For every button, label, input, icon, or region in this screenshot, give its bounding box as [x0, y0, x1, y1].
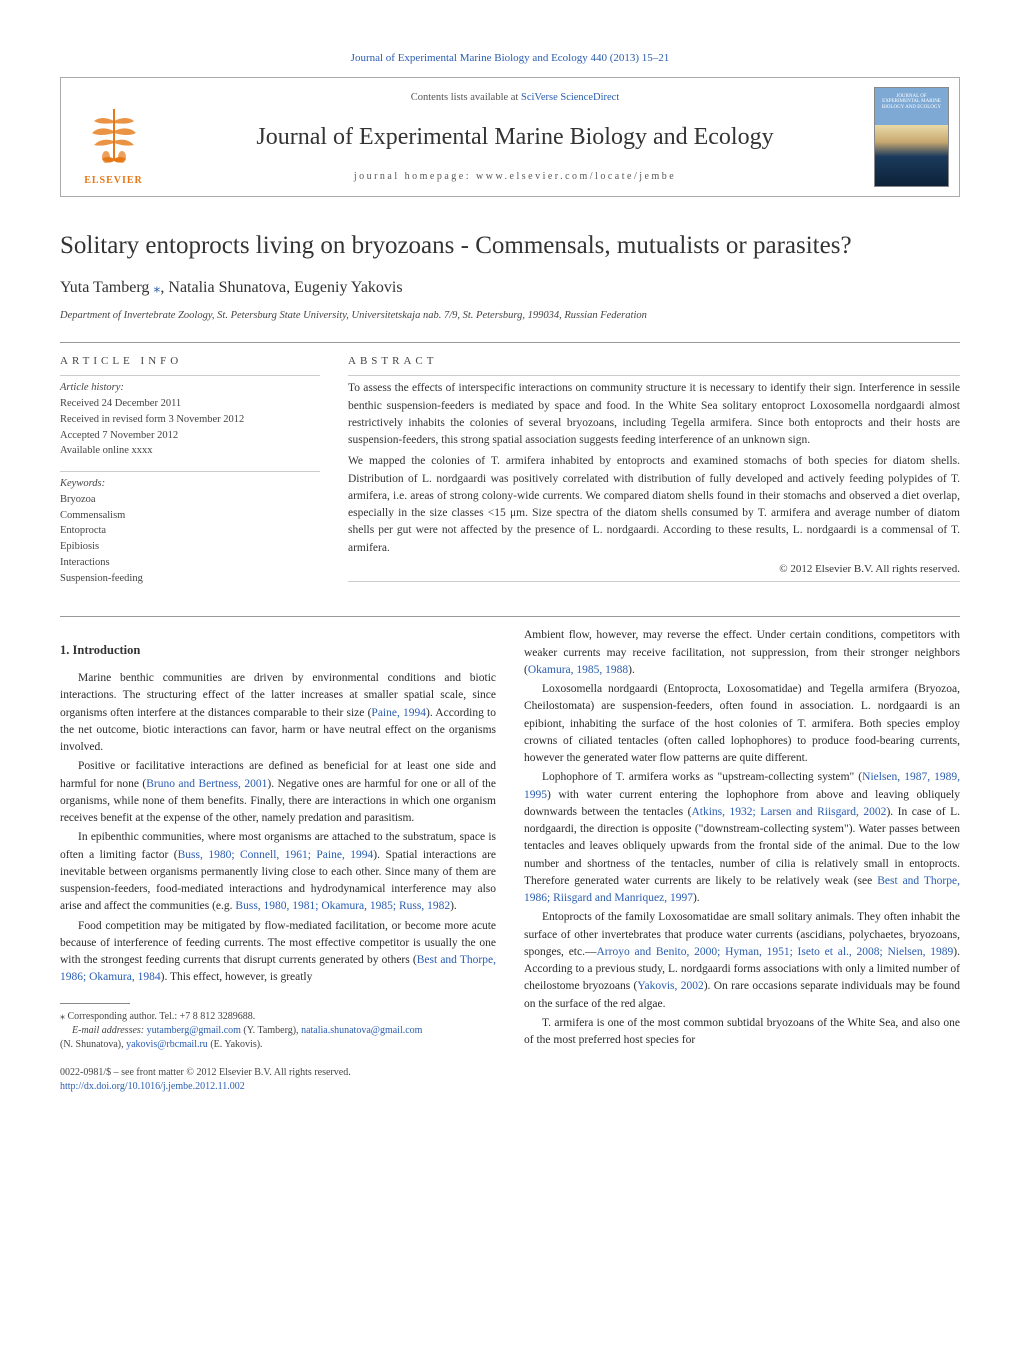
- abstract-header: ABSTRACT: [348, 353, 960, 370]
- publisher-logo-container: ELSEVIER: [61, 78, 166, 196]
- footnote-divider: [60, 1003, 130, 1004]
- body-paragraph: Ambient flow, however, may reverse the e…: [524, 627, 960, 679]
- history-label: Article history:: [60, 380, 320, 396]
- body-column-right: Ambient flow, however, may reverse the e…: [524, 627, 960, 1093]
- keyword: Interactions: [60, 555, 320, 571]
- authors-rest: , Natalia Shunatova, Eugeniy Yakovis: [160, 279, 402, 296]
- cover-thumbnail-container: JOURNAL OF EXPERIMENTAL MARINE BIOLOGY A…: [864, 78, 959, 196]
- contents-prefix: Contents lists available at: [411, 92, 521, 103]
- author-email[interactable]: yutamberg@gmail.com: [147, 1025, 241, 1036]
- corr-author-tel: ⁎ Corresponding author. Tel.: +7 8 812 3…: [60, 1010, 496, 1024]
- introduction-heading: 1. Introduction: [60, 641, 496, 660]
- cover-title-text: JOURNAL OF EXPERIMENTAL MARINE BIOLOGY A…: [879, 94, 944, 111]
- email-label: E-mail addresses:: [72, 1025, 147, 1036]
- keyword: Epibiosis: [60, 539, 320, 555]
- history-line: Accepted 7 November 2012: [60, 428, 320, 444]
- article-title: Solitary entoprocts living on bryozoans …: [60, 227, 960, 265]
- abstract-column: ABSTRACT To assess the effects of inters…: [348, 347, 960, 599]
- abstract-copyright: © 2012 Elsevier B.V. All rights reserved…: [348, 561, 960, 578]
- body-text-span: ).: [693, 892, 700, 904]
- info-abstract-row: ARTICLE INFO Article history: Received 2…: [60, 347, 960, 599]
- body-column-left: 1. Introduction Marine benthic communiti…: [60, 627, 496, 1093]
- authors-line: Yuta Tamberg ⁎, Natalia Shunatova, Eugen…: [60, 276, 960, 300]
- body-paragraph: Positive or facilitative interactions ar…: [60, 758, 496, 827]
- body-paragraph: Loxosomella nordgaardi (Entoprocta, Loxo…: [524, 681, 960, 767]
- body-text-span: ).: [450, 900, 457, 912]
- body-text-right: Ambient flow, however, may reverse the e…: [524, 627, 960, 1049]
- journal-cover-image: JOURNAL OF EXPERIMENTAL MARINE BIOLOGY A…: [874, 87, 949, 187]
- keyword: Entoprocta: [60, 523, 320, 539]
- citation-link[interactable]: Okamura, 1985, 1988: [528, 664, 628, 676]
- elsevier-tree-icon: [84, 101, 144, 171]
- article-history-block: Article history: Received 24 December 20…: [60, 380, 320, 459]
- journal-title: Journal of Experimental Marine Biology a…: [176, 119, 854, 155]
- body-paragraph: Food competition may be mitigated by flo…: [60, 918, 496, 987]
- author-email[interactable]: yakovis@rbcmail.ru: [126, 1039, 208, 1050]
- history-line: Received 24 December 2011: [60, 396, 320, 412]
- divider-mid: [60, 616, 960, 617]
- keywords-label: Keywords:: [60, 476, 320, 492]
- abstract-divider-bottom: [348, 581, 960, 582]
- abstract-paragraph: To assess the effects of interspecific i…: [348, 380, 960, 449]
- citation-link[interactable]: Buss, 1980; Connell, 1961; Paine, 1994: [178, 849, 374, 861]
- abstract-paragraph: We mapped the colonies of T. armifera in…: [348, 453, 960, 557]
- body-text-span: ).: [628, 664, 635, 676]
- body-paragraph: Marine benthic communities are driven by…: [60, 670, 496, 756]
- history-line: Received in revised form 3 November 2012: [60, 412, 320, 428]
- body-paragraph: Entoprocts of the family Loxosomatidae a…: [524, 909, 960, 1013]
- body-text-span: T. armifera is one of the most common su…: [524, 1017, 960, 1046]
- sciencedirect-link[interactable]: SciVerse ScienceDirect: [521, 92, 619, 103]
- abstract-divider: [348, 375, 960, 376]
- article-info-header: ARTICLE INFO: [60, 353, 320, 370]
- header-center: Contents lists available at SciVerse Sci…: [166, 78, 864, 196]
- body-columns: 1. Introduction Marine benthic communiti…: [60, 627, 960, 1093]
- citation-link[interactable]: Paine, 1994: [371, 707, 426, 719]
- history-line: Available online xxxx: [60, 443, 320, 459]
- citation-link[interactable]: Buss, 1980, 1981; Okamura, 1985; Russ, 1…: [235, 900, 450, 912]
- keyword: Bryozoa: [60, 492, 320, 508]
- body-text-span: Lophophore of T. armifera works as "upst…: [542, 771, 862, 783]
- citation-link[interactable]: Bruno and Bertness, 2001: [146, 778, 267, 790]
- body-text-span: ). This effect, however, is greatly: [161, 971, 313, 983]
- front-matter-line: 0022-0981/$ – see front matter © 2012 El…: [60, 1066, 496, 1080]
- affiliation: Department of Invertebrate Zoology, St. …: [60, 308, 960, 324]
- divider-top: [60, 342, 960, 343]
- journal-homepage-line[interactable]: journal homepage: www.elsevier.com/locat…: [176, 169, 854, 184]
- body-paragraph: Lophophore of T. armifera works as "upst…: [524, 769, 960, 907]
- corresponding-author-footnote: ⁎ Corresponding author. Tel.: +7 8 812 3…: [60, 1010, 496, 1052]
- body-text-span: Loxosomella nordgaardi (Entoprocta, Loxo…: [524, 683, 960, 764]
- email-who: (Y. Tamberg),: [241, 1025, 301, 1036]
- citation-link[interactable]: Arroyo and Benito, 2000; Hyman, 1951; Is…: [596, 946, 953, 958]
- abstract-text: To assess the effects of interspecific i…: [348, 380, 960, 577]
- keywords-block: Keywords: Bryozoa Commensalism Entoproct…: [60, 476, 320, 586]
- author-email[interactable]: natalia.shunatova@gmail.com: [301, 1025, 422, 1036]
- journal-citation-top[interactable]: Journal of Experimental Marine Biology a…: [60, 50, 960, 67]
- citation-link[interactable]: Atkins, 1932; Larsen and Riisgard, 2002: [691, 806, 886, 818]
- publisher-name: ELSEVIER: [84, 173, 143, 188]
- email-who: (N. Shunatova),: [60, 1039, 126, 1050]
- email-who: (E. Yakovis).: [208, 1039, 263, 1050]
- keyword: Suspension-feeding: [60, 571, 320, 587]
- journal-header-box: ELSEVIER Contents lists available at Sci…: [60, 77, 960, 197]
- article-info-column: ARTICLE INFO Article history: Received 2…: [60, 347, 320, 599]
- body-text-left: Marine benthic communities are driven by…: [60, 670, 496, 987]
- footer-meta: 0022-0981/$ – see front matter © 2012 El…: [60, 1066, 496, 1094]
- info-divider-1: [60, 375, 320, 376]
- citation-link[interactable]: Yakovis, 2002: [637, 980, 703, 992]
- contents-lists-line: Contents lists available at SciVerse Sci…: [176, 90, 854, 106]
- body-paragraph: In epibenthic communities, where most or…: [60, 829, 496, 915]
- doi-link[interactable]: http://dx.doi.org/10.1016/j.jembe.2012.1…: [60, 1080, 496, 1094]
- author-1: Yuta Tamberg: [60, 279, 153, 296]
- info-divider-2: [60, 471, 320, 472]
- body-paragraph: T. armifera is one of the most common su…: [524, 1015, 960, 1050]
- keyword: Commensalism: [60, 508, 320, 524]
